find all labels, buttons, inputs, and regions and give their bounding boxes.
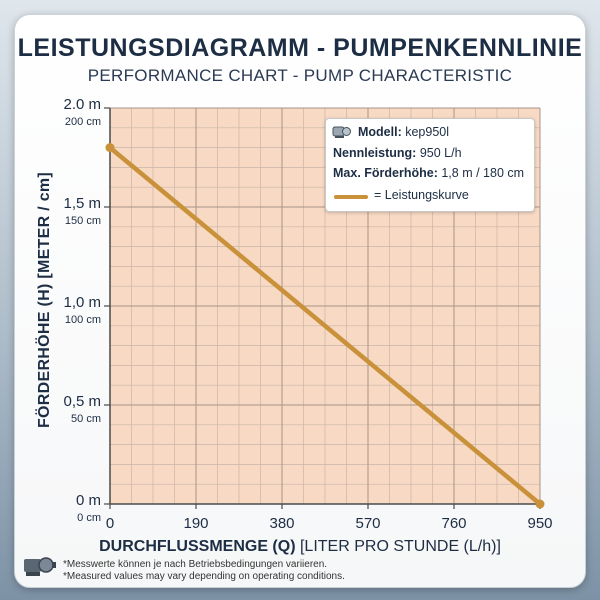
y-axis-label: FÖRDERHÖHE (H) [METER / cm] [36, 171, 53, 429]
series-point [535, 499, 545, 509]
legend-curve-label: = Leistungskurve [374, 188, 469, 202]
y-tick-sublabel: 0 cm [77, 512, 101, 524]
x-axis-label-rest: [LITER PRO STUNDE (L/h)] [295, 538, 501, 555]
y-tick-sublabel: 200 cm [65, 116, 101, 128]
footnote-de: *Messwerte können je nach Betriebsbeding… [63, 559, 328, 570]
y-tick-label: 1,5 m [63, 195, 101, 212]
series-line-leistungskurve [107, 145, 543, 507]
pump-icon [24, 557, 56, 576]
chart-title: LEISTUNGSDIAGRAMM - PUMPENKENNLINIE [17, 34, 583, 62]
x-tick-label: 0 [106, 515, 114, 532]
x-tick-label: 570 [355, 515, 380, 532]
legend-box: Modell: kep950l Nennleistung: 950 L/h Ma… [325, 118, 535, 212]
pump-icon [332, 126, 351, 138]
x-tick-label: 760 [441, 515, 466, 532]
chart-subtitle: PERFORMANCE CHART - PUMP CHARACTERISTIC [87, 66, 513, 85]
legend-model-value: kep950l [405, 125, 450, 139]
x-tick-label: 380 [269, 515, 294, 532]
legend-head-label: Max. Förderhöhe: [333, 166, 438, 180]
legend-line-sample [334, 195, 368, 199]
x-tick-label: 950 [527, 515, 552, 532]
y-tick-sublabel: 100 cm [65, 314, 101, 326]
legend-power: Nennleistung: 950 L/h [333, 146, 462, 160]
legend-model-label: Modell: [358, 125, 402, 139]
x-axis-label-bold: DURCHFLUSSMENGE (Q) [99, 538, 296, 555]
footnote-en: *Measured values may vary depending on o… [63, 571, 345, 582]
y-tick-label: 1,0 m [63, 294, 101, 311]
y-tick-sublabel: 150 cm [65, 215, 101, 227]
y-tick-sublabel: 50 cm [71, 413, 101, 425]
y-tick-label: 0 m [76, 492, 101, 509]
y-tick-label: 2.0 m [63, 96, 101, 113]
series-point [105, 143, 115, 153]
legend-head-value: 1,8 m / 180 cm [441, 166, 525, 180]
y-tick-label: 0,5 m [63, 393, 101, 410]
x-axis-label: DURCHFLUSSMENGE (Q) [LITER PRO STUNDE (L… [0, 538, 600, 556]
legend-power-label: Nennleistung: [333, 146, 417, 160]
legend-model: Modell: kep950l [358, 125, 449, 139]
legend-head: Max. Förderhöhe: 1,8 m / 180 cm [333, 166, 524, 180]
legend-power-value: 950 L/h [419, 146, 462, 160]
x-tick-label: 190 [183, 515, 208, 532]
